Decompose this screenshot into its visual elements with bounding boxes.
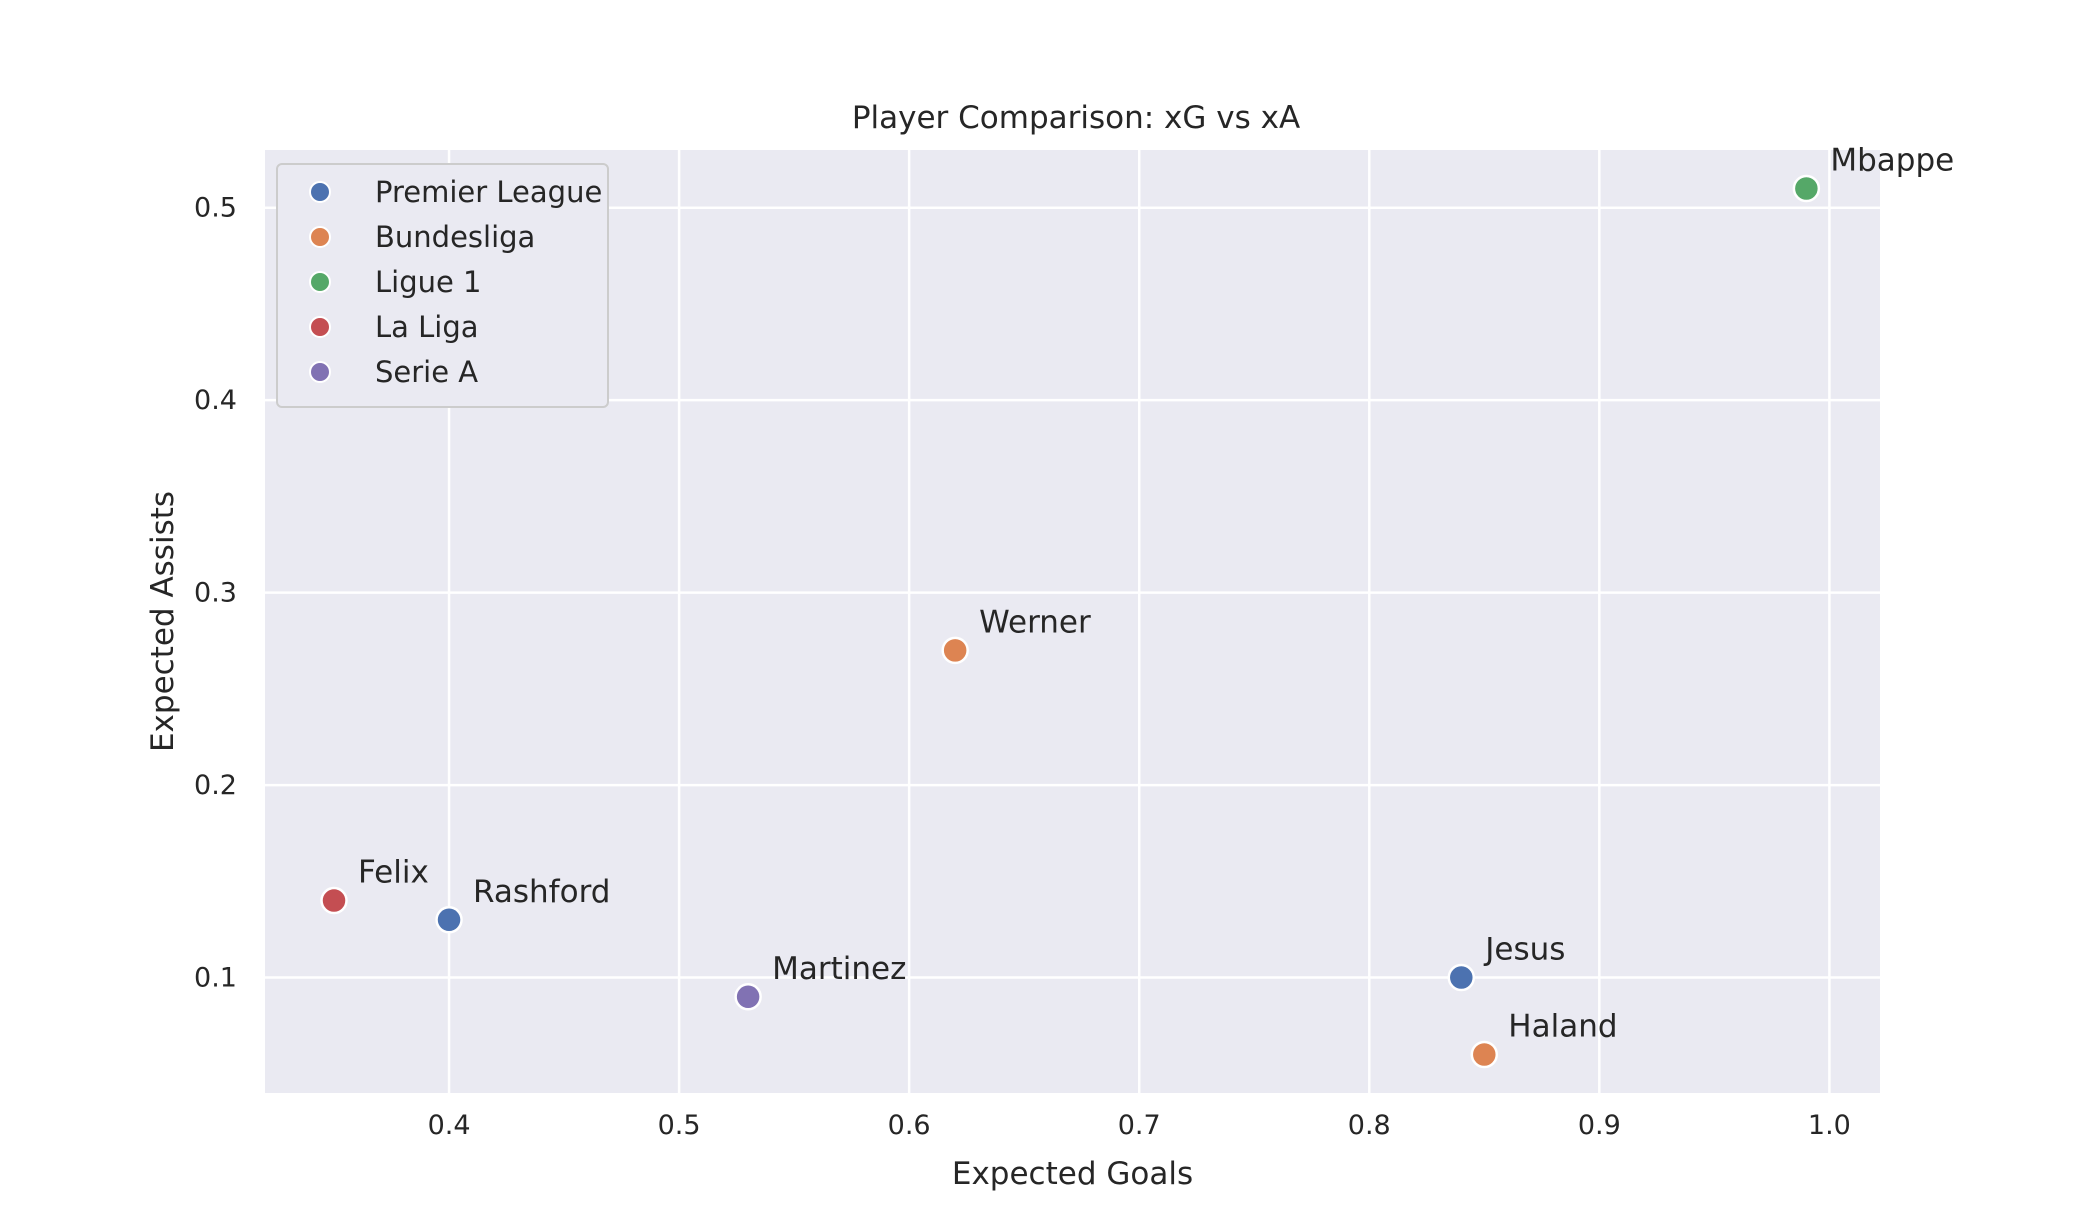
x-axis-ticks: 0.4 0.5 0.6 0.7 0.8 0.9 1.0 (428, 1110, 1851, 1141)
point-label: Jesus (1483, 932, 1565, 968)
chart-title: Player Comparison: xG vs xA (851, 100, 1301, 136)
legend-marker (309, 316, 331, 338)
x-tick-label: 0.9 (1578, 1110, 1621, 1141)
y-axis-label: Expected Assists (145, 491, 181, 752)
y-tick-label: 0.4 (194, 385, 237, 416)
y-tick-label: 0.3 (194, 578, 237, 609)
point-label: Rashford (473, 874, 610, 910)
data-point (1447, 963, 1476, 992)
legend-label: Ligue 1 (375, 265, 482, 299)
y-axis-ticks: 0.1 0.2 0.3 0.4 0.5 (194, 193, 237, 994)
legend-label: Serie A (375, 355, 478, 389)
legend-frame (276, 163, 609, 408)
legend-marker (309, 361, 331, 383)
point-label: Mbappe (1830, 142, 1954, 178)
data-point (435, 906, 463, 934)
x-tick-label: 1.0 (1808, 1110, 1851, 1141)
x-tick-label: 0.8 (1348, 1110, 1391, 1141)
data-point (734, 983, 762, 1011)
point-label: Martinez (772, 951, 906, 987)
x-tick-label: 0.6 (888, 1110, 931, 1141)
x-tick-label: 0.4 (428, 1110, 471, 1141)
y-tick-label: 0.2 (194, 770, 237, 801)
legend: Premier League Bundesliga Ligue 1 La Liga Se… (276, 163, 609, 408)
legend-label: Bundesliga (375, 220, 535, 254)
grid-lines (265, 150, 1880, 1093)
y-tick-label: 0.1 (194, 963, 237, 994)
legend-label: La Liga (375, 310, 479, 344)
point-label: Haland (1508, 1009, 1617, 1045)
data-point (1470, 1040, 1499, 1069)
point-label: Werner (979, 604, 1091, 640)
x-axis-label: Expected Goals (952, 1156, 1193, 1192)
y-tick-label: 0.5 (194, 193, 237, 224)
legend-marker (309, 271, 331, 293)
point-label: Felix (358, 855, 429, 891)
x-tick-label: 0.7 (1118, 1110, 1161, 1141)
data-point (1792, 174, 1821, 203)
legend-marker (309, 226, 331, 248)
data-point (941, 636, 969, 665)
data-point (320, 886, 348, 915)
data-points: Rashford Jesus Werner Haland Mbappe Felix Mart… (320, 142, 1954, 1069)
x-tick-label: 0.5 (658, 1110, 701, 1141)
legend-marker (309, 181, 331, 203)
legend-label: Premier League (375, 175, 602, 209)
